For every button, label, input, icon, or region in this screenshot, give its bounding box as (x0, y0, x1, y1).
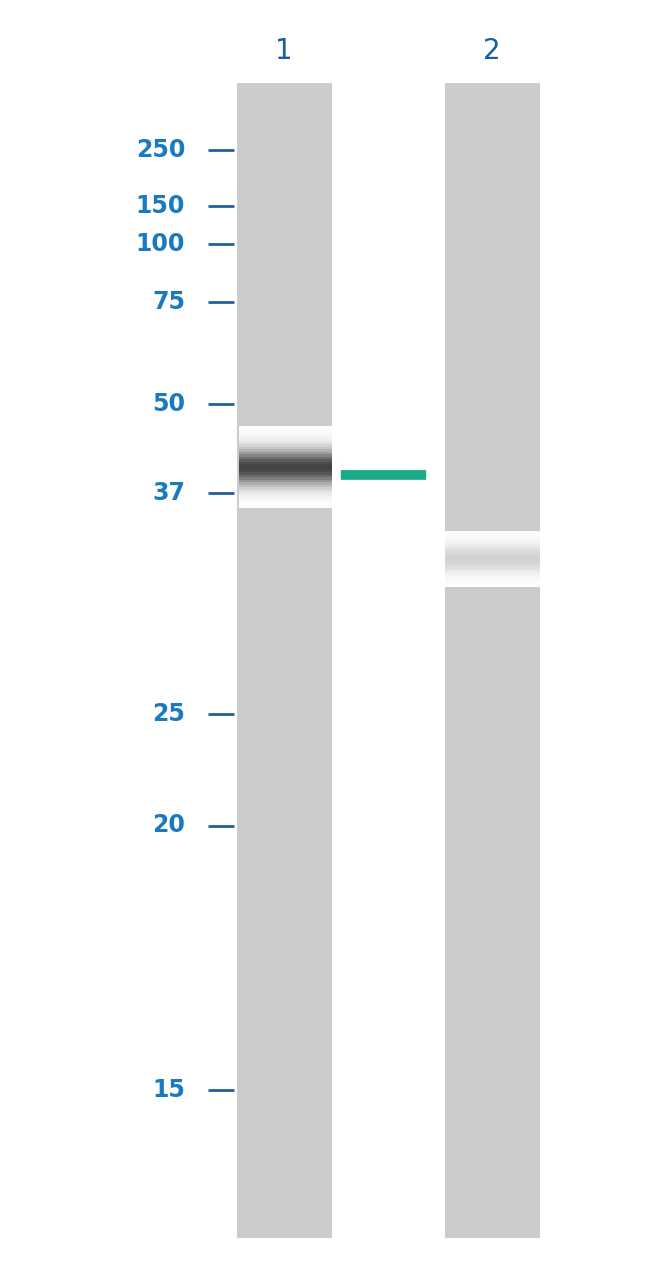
Text: 15: 15 (152, 1078, 185, 1101)
Text: 50: 50 (152, 392, 185, 415)
Text: 100: 100 (136, 232, 185, 255)
Text: 250: 250 (136, 138, 185, 161)
Text: 20: 20 (152, 814, 185, 837)
Bar (445, 83, 540, 1238)
Text: 150: 150 (136, 194, 185, 217)
Text: 1: 1 (275, 37, 293, 65)
FancyArrowPatch shape (341, 462, 426, 488)
Text: 37: 37 (152, 481, 185, 504)
Bar (237, 83, 332, 1238)
Text: 75: 75 (152, 291, 185, 314)
Text: 2: 2 (483, 37, 501, 65)
Text: 25: 25 (152, 702, 185, 725)
